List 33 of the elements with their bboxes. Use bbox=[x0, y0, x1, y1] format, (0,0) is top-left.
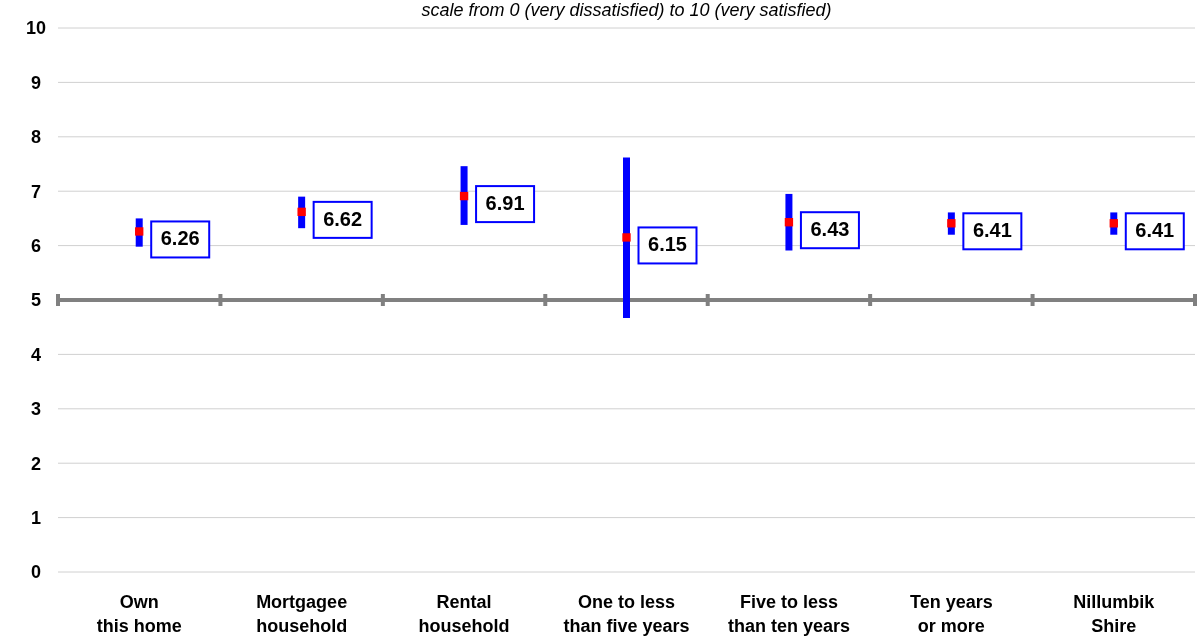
chart-subtitle: scale from 0 (very dissatisfied) to 10 (very satisfied) bbox=[421, 0, 832, 20]
x-tick-label: Five to less than ten years bbox=[727, 592, 850, 636]
data-label: 6.15 bbox=[648, 233, 687, 256]
y-tick-label: 8 bbox=[30, 127, 42, 148]
y-tick-label: 10 bbox=[25, 18, 47, 39]
y-tick-label: 2 bbox=[30, 453, 42, 474]
y-tick-label: 0 bbox=[30, 562, 42, 583]
y-tick-label: 4 bbox=[30, 344, 42, 365]
point bbox=[297, 207, 306, 217]
y-tick-label: 5 bbox=[30, 290, 42, 311]
data-label: 6.43 bbox=[810, 218, 850, 241]
x-tick-label: Nillumbik Shire bbox=[1073, 592, 1156, 636]
point bbox=[622, 233, 631, 242]
y-tick-label: 6 bbox=[30, 235, 42, 256]
data-label: 6.41 bbox=[1135, 219, 1175, 242]
y-tick-label: 3 bbox=[30, 399, 42, 420]
data-label: 6.26 bbox=[160, 227, 200, 250]
x-tick-label: Mortgagee household bbox=[256, 592, 348, 636]
x-tick-label: One to less than five years bbox=[563, 592, 690, 636]
point bbox=[135, 227, 144, 236]
point bbox=[459, 191, 469, 201]
x-tick-label: Rental household bbox=[418, 592, 510, 636]
y-tick-label: 9 bbox=[30, 72, 42, 93]
x-tick-label: Ten years or more bbox=[910, 592, 993, 636]
y-tick-label: 1 bbox=[30, 507, 42, 528]
point bbox=[1109, 219, 1118, 228]
data-label: 6.62 bbox=[323, 207, 363, 230]
point bbox=[947, 219, 956, 228]
data-label: 6.41 bbox=[972, 219, 1012, 242]
x-tick-label: Own this home bbox=[96, 592, 182, 636]
data-label: 6.91 bbox=[485, 192, 525, 215]
point bbox=[784, 218, 794, 227]
y-tick-label: 7 bbox=[30, 181, 42, 202]
